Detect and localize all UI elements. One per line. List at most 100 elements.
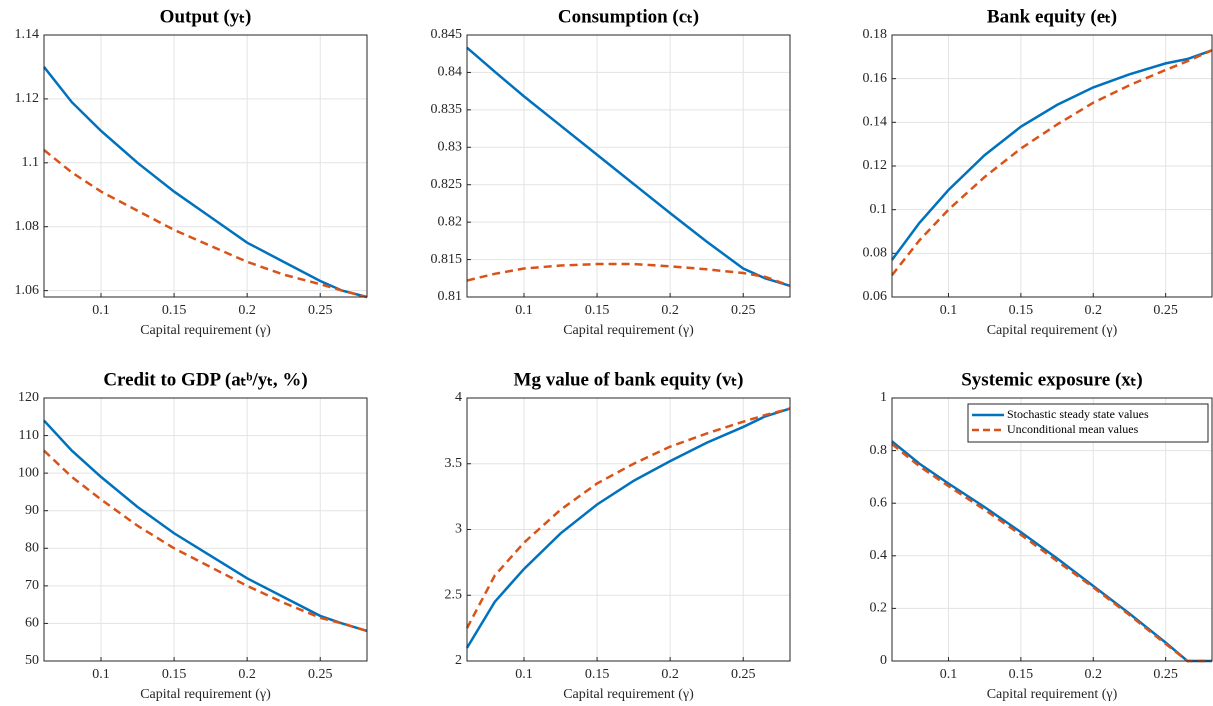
data-line <box>890 49 1213 261</box>
y-tick-label: 0.845 <box>431 27 463 42</box>
x-tick-label: 0.2 <box>661 303 679 318</box>
y-tick-label: 1.14 <box>15 27 40 42</box>
axes-frame <box>466 34 791 298</box>
y-tick-label: 0.84 <box>438 65 463 80</box>
x-tick-label: 0.1 <box>940 303 958 318</box>
x-tick-label: 0.15 <box>585 303 610 318</box>
x-axis-label: Capital requirement (γ) <box>140 323 271 338</box>
subplot: Mg value of bank equity (vₜ) Capital requ… <box>445 369 791 702</box>
data-line <box>891 443 1212 663</box>
x-tick-label: 0.25 <box>1153 667 1178 682</box>
data-line <box>891 440 1212 663</box>
y-tick-label: 0.2 <box>870 601 888 616</box>
subplot: Output (yₜ) Capital requirement (γ) 1.06 1.… <box>15 6 368 338</box>
x-tick-label: 0.15 <box>162 303 187 318</box>
x-tick-label: 0.1 <box>92 303 110 318</box>
legend: Stochastic steady state valuesUnconditio… <box>967 403 1209 443</box>
axes-frame <box>43 34 368 298</box>
x-tick-label: 0.1 <box>515 303 533 318</box>
axes-frame <box>43 397 368 662</box>
y-tick-label: 60 <box>25 616 39 631</box>
y-tick-label: 3 <box>455 522 462 537</box>
legend-box <box>967 403 1209 443</box>
y-tick-label: 0.6 <box>870 495 888 510</box>
y-tick-label: 80 <box>25 541 39 556</box>
y-tick-label: 0.82 <box>438 214 463 229</box>
subplot-title: Systemic exposure (xₜ) <box>961 369 1143 390</box>
y-tick-label: 1.06 <box>15 283 40 298</box>
data-line <box>43 149 368 299</box>
axes-frame <box>466 397 791 662</box>
y-tick-label: 0.06 <box>863 289 888 304</box>
x-axis-label: Capital requirement (γ) <box>563 687 694 702</box>
data-line <box>43 419 368 633</box>
y-tick-label: 0.83 <box>438 140 463 155</box>
data-line <box>465 407 791 649</box>
y-tick-label: 0.4 <box>870 548 888 563</box>
y-tick-label: 0 <box>880 653 887 668</box>
x-tick-label: 0.2 <box>1085 303 1103 318</box>
y-tick-label: 50 <box>25 653 39 668</box>
subplot: Credit to GDP (aₜᵇ/yₜ, %) Capital require… <box>18 369 368 702</box>
y-tick-label: 1 <box>880 390 887 405</box>
x-tick-label: 0.15 <box>1009 667 1034 682</box>
y-tick-label: 1.08 <box>15 219 40 234</box>
x-axis-label: Capital requirement (γ) <box>140 687 271 702</box>
x-tick-label: 0.15 <box>1009 303 1034 318</box>
x-tick-label: 0.25 <box>1153 303 1178 318</box>
y-tick-label: 0.16 <box>863 71 888 86</box>
subplot-title: Output (yₜ) <box>160 6 252 27</box>
x-tick-label: 0.15 <box>162 667 187 682</box>
subplot-title: Bank equity (eₜ) <box>987 6 1117 27</box>
y-tick-label: 1.12 <box>15 91 40 106</box>
data-line <box>891 49 1213 276</box>
x-axis-label: Capital requirement (γ) <box>987 323 1118 338</box>
y-tick-label: 2.5 <box>445 587 463 602</box>
y-tick-label: 110 <box>19 428 39 443</box>
y-tick-label: 3.5 <box>445 456 463 471</box>
x-tick-label: 0.2 <box>661 667 679 682</box>
x-tick-label: 0.25 <box>308 303 333 318</box>
data-line <box>43 449 368 633</box>
data-line <box>465 407 791 629</box>
x-tick-label: 0.15 <box>585 667 610 682</box>
y-tick-label: 0.81 <box>438 289 463 304</box>
y-tick-label: 70 <box>25 578 39 593</box>
y-tick-label: 0.14 <box>863 115 888 130</box>
axes-frame <box>891 397 1213 662</box>
y-tick-label: 2 <box>455 653 462 668</box>
data-line <box>466 46 791 287</box>
y-tick-label: 0.825 <box>431 177 463 192</box>
x-tick-label: 0.2 <box>238 667 256 682</box>
y-tick-label: 4 <box>455 390 462 405</box>
y-tick-label: 0.08 <box>863 246 888 261</box>
x-tick-label: 0.25 <box>731 303 756 318</box>
x-axis-label: Capital requirement (γ) <box>987 687 1118 702</box>
axes-frame <box>891 34 1213 298</box>
x-tick-label: 0.1 <box>940 667 958 682</box>
y-tick-label: 0.8 <box>870 443 888 458</box>
subplot: Consumption (cₜ) Capital requirement (γ) 0… <box>431 6 791 338</box>
x-tick-label: 0.2 <box>238 303 256 318</box>
y-tick-label: 0.12 <box>863 158 888 173</box>
y-tick-label: 0.835 <box>431 102 463 117</box>
subplot: Systemic exposure (xₜ) Capital requiremen… <box>870 369 1213 702</box>
x-tick-label: 0.25 <box>308 667 333 682</box>
y-tick-label: 0.18 <box>863 27 888 42</box>
y-tick-label: 90 <box>25 503 39 518</box>
x-tick-label: 0.1 <box>92 667 110 682</box>
subplot-title: Credit to GDP (aₜᵇ/yₜ, %) <box>103 369 307 390</box>
y-tick-label: 0.815 <box>431 252 463 267</box>
legend-label: Unconditional mean values <box>1007 422 1139 436</box>
x-tick-label: 0.2 <box>1085 667 1103 682</box>
subplot: Bank equity (eₜ) Capital requirement (γ) 0… <box>863 6 1213 338</box>
x-tick-label: 0.25 <box>731 667 756 682</box>
data-line <box>43 66 368 299</box>
x-axis-label: Capital requirement (γ) <box>563 323 694 338</box>
subplot-title: Consumption (cₜ) <box>558 6 699 27</box>
y-tick-label: 1.1 <box>22 155 40 170</box>
x-tick-label: 0.1 <box>515 667 533 682</box>
y-tick-label: 0.1 <box>870 202 888 217</box>
subplot-title: Mg value of bank equity (vₜ) <box>514 369 744 390</box>
